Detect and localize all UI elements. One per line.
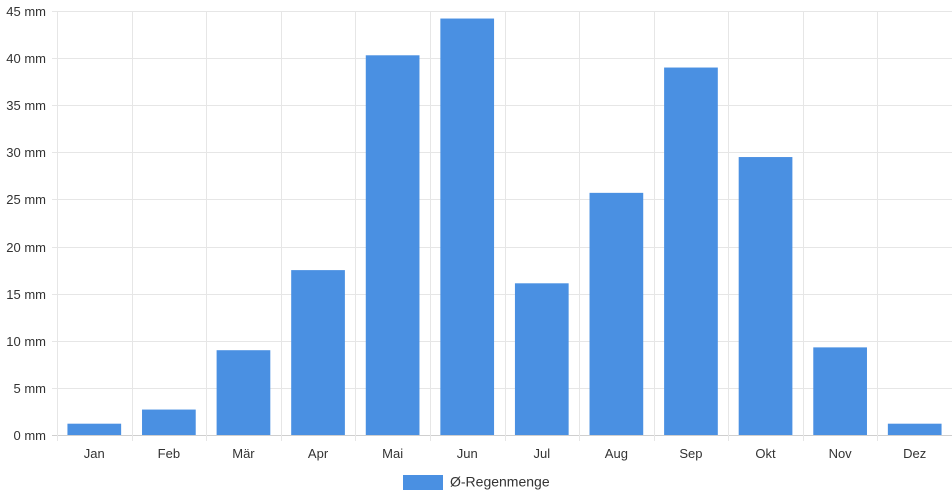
legend-swatch[interactable] — [403, 475, 443, 490]
x-axis-tick-labels: Jan Feb Mär Apr Mai Jun Jul Aug Sep Okt Nov Dez — [84, 446, 926, 461]
bar-jul[interactable] — [514, 283, 569, 435]
bar-aug[interactable] — [589, 192, 644, 435]
y-tick-label: 20 mm — [6, 240, 46, 255]
x-tick-label: Jun — [457, 446, 478, 461]
x-tick-label: Sep — [679, 446, 702, 461]
x-tick-label: Dez — [903, 446, 926, 461]
x-tick-label: Jan — [84, 446, 105, 461]
bar-feb[interactable] — [142, 409, 196, 435]
legend-label[interactable]: Ø-Regenmenge — [450, 474, 550, 490]
x-tick-label: Feb — [158, 446, 180, 461]
y-tick-label: 45 mm — [6, 4, 46, 19]
bars — [67, 18, 942, 436]
x-tick-label: Okt — [755, 446, 776, 461]
bar-jan[interactable] — [67, 423, 122, 435]
x-tick-label: Jul — [533, 446, 550, 461]
bar-jun[interactable] — [440, 18, 495, 435]
x-tick-label: Mai — [382, 446, 403, 461]
y-tick-label: 40 mm — [6, 51, 46, 66]
y-tick-label: 10 mm — [6, 334, 46, 349]
grid — [52, 11, 952, 441]
x-tick-label: Mär — [232, 446, 255, 461]
y-axis-tick-labels: 0 mm 5 mm 10 mm 15 mm 20 mm 25 mm 30 mm 35 mm 40… — [6, 4, 46, 443]
bar-nov[interactable] — [813, 347, 867, 435]
bar-apr[interactable] — [291, 270, 345, 435]
bar-mär[interactable] — [216, 350, 271, 435]
bar-sep[interactable] — [664, 67, 718, 436]
x-tick-label: Apr — [308, 446, 329, 461]
y-tick-label: 35 mm — [6, 98, 46, 113]
bar-mai[interactable] — [365, 55, 420, 435]
y-tick-label: 0 mm — [14, 428, 47, 443]
legend[interactable]: Ø-Regenmenge — [403, 474, 550, 491]
y-tick-label: 25 mm — [6, 192, 46, 207]
y-tick-label: 5 mm — [14, 381, 47, 396]
y-tick-label: 30 mm — [6, 145, 46, 160]
x-tick-label: Nov — [829, 446, 853, 461]
bar-dez[interactable] — [887, 423, 942, 435]
bar-okt[interactable] — [738, 157, 793, 436]
y-tick-label: 15 mm — [6, 287, 46, 302]
x-tick-label: Aug — [605, 446, 628, 461]
